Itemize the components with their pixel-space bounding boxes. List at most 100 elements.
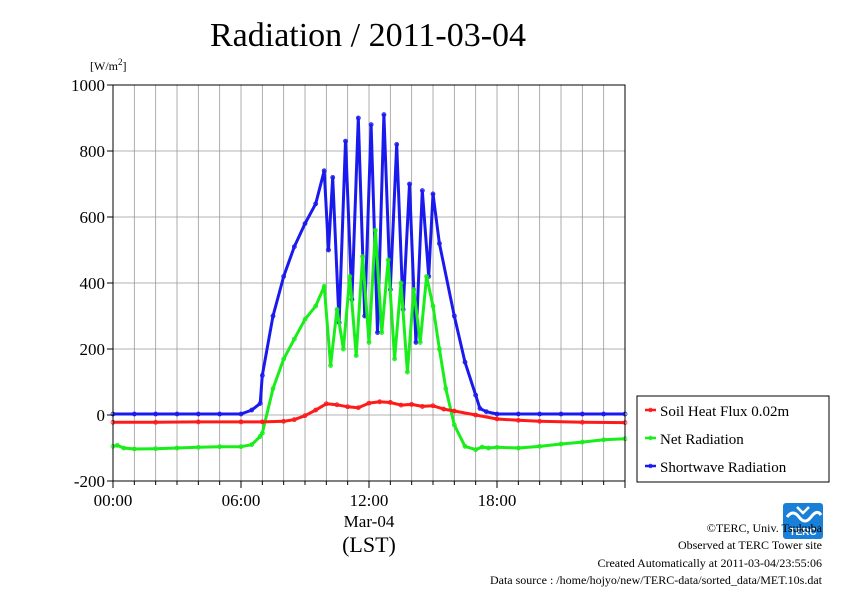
data-point-net-radiation [462, 443, 468, 449]
data-point-net-radiation [347, 273, 353, 279]
data-point-net-radiation [360, 254, 366, 260]
footer-copyright: ©TERC, Univ. Tsukuba [706, 521, 822, 535]
data-point-net-radiation [340, 346, 346, 352]
logo-wave-icon [785, 510, 823, 523]
data-point-shortwave-radiation [601, 411, 607, 417]
data-point-shortwave-radiation [195, 411, 201, 417]
data-point-shortwave-radiation [419, 188, 425, 194]
data-point-shortwave-radiation [281, 273, 287, 279]
data-point-soil-heat-flux-0-02m [579, 419, 585, 425]
footer-source: Data source : /home/hojyo/new/TERC-data/… [489, 573, 822, 587]
data-point-soil-heat-flux-0-02m [377, 399, 383, 405]
x-tick-label: 18:00 [478, 491, 517, 510]
data-point-net-radiation [321, 283, 327, 289]
data-point-net-radiation [385, 257, 391, 263]
data-point-shortwave-radiation [462, 359, 468, 365]
data-point-shortwave-radiation [515, 411, 521, 417]
legend-label: Soil Heat Flux 0.02m [660, 404, 790, 420]
data-point-net-radiation [249, 442, 255, 448]
data-point-soil-heat-flux-0-02m [355, 405, 361, 411]
data-point-net-radiation [334, 306, 340, 312]
data-point-net-radiation [537, 443, 543, 449]
data-point-net-radiation [479, 444, 485, 450]
legend: Soil Heat Flux 0.02m Net Radiation Shortwa… [636, 395, 830, 483]
data-point-soil-heat-flux-0-02m [195, 419, 201, 425]
data-point-net-radiation [392, 356, 398, 362]
data-point-soil-heat-flux-0-02m [238, 419, 244, 425]
data-point-soil-heat-flux-0-02m [430, 403, 436, 409]
data-point-net-radiation [353, 353, 359, 359]
data-point-net-radiation [494, 444, 500, 450]
data-point-net-radiation [328, 363, 334, 368]
data-point-shortwave-radiation [477, 405, 483, 411]
legend-marker [648, 435, 653, 441]
series-line-soil-heat-flux-0-02m [113, 400, 626, 425]
data-point-shortwave-radiation [473, 392, 479, 398]
data-point-net-radiation [257, 434, 263, 439]
data-point-net-radiation [313, 303, 319, 309]
legend-marker [648, 463, 653, 469]
data-point-shortwave-radiation [270, 313, 276, 319]
data-point-shortwave-radiation [257, 401, 263, 406]
data-point-net-radiation [238, 444, 244, 450]
data-point-net-radiation [443, 386, 449, 392]
x-tick-label: 12:00 [350, 491, 389, 510]
legend-marker [648, 407, 653, 413]
x-tick-label: 00:00 [94, 491, 133, 510]
data-point-shortwave-radiation [291, 244, 297, 250]
data-point-soil-heat-flux-0-02m [398, 402, 404, 408]
data-point-shortwave-radiation [537, 411, 543, 417]
data-point-net-radiation [417, 339, 423, 345]
data-point-net-radiation [515, 445, 521, 451]
data-point-shortwave-radiation [238, 411, 244, 417]
data-point-shortwave-radiation [579, 411, 585, 417]
data-point-shortwave-radiation [430, 191, 436, 197]
data-point-shortwave-radiation [558, 411, 564, 417]
data-point-net-radiation [259, 430, 265, 436]
data-point-net-radiation [291, 336, 297, 342]
data-point-soil-heat-flux-0-02m [473, 412, 479, 418]
data-point-net-radiation [121, 445, 127, 451]
data-point-net-radiation [114, 442, 120, 448]
data-point-soil-heat-flux-0-02m [153, 419, 159, 425]
data-point-net-radiation [404, 369, 410, 375]
data-point-net-radiation [451, 422, 457, 428]
y-tick-label: 1000 [71, 76, 105, 95]
y-tick-label: 0 [97, 406, 106, 425]
data-point-soil-heat-flux-0-02m [515, 417, 521, 423]
data-point-shortwave-radiation [407, 181, 412, 187]
data-point-soil-heat-flux-0-02m [387, 400, 393, 405]
legend-label: Shortwave Radiation [660, 460, 787, 476]
data-point-soil-heat-flux-0-02m [259, 419, 265, 425]
data-point-net-radiation [270, 386, 276, 392]
data-point-net-radiation [411, 287, 417, 293]
y-tick-label: 800 [80, 142, 106, 161]
data-point-shortwave-radiation [321, 168, 327, 174]
data-point-shortwave-radiation [483, 409, 489, 415]
data-point-soil-heat-flux-0-02m [323, 401, 329, 407]
y-tick-label: -200 [74, 472, 105, 491]
data-point-shortwave-radiation [313, 201, 319, 207]
footer-observed: Observed at TERC Tower site [677, 538, 822, 552]
data-point-soil-heat-flux-0-02m [313, 407, 319, 413]
data-point-soil-heat-flux-0-02m [334, 402, 340, 408]
data-point-net-radiation [398, 280, 404, 286]
data-point-net-radiation [131, 446, 137, 452]
data-point-soil-heat-flux-0-02m [291, 417, 297, 423]
data-point-soil-heat-flux-0-02m [366, 400, 372, 406]
data-point-shortwave-radiation [355, 115, 361, 121]
data-point-soil-heat-flux-0-02m [441, 406, 447, 412]
series-line-net-radiation [112, 228, 626, 452]
data-point-shortwave-radiation [302, 221, 308, 227]
data-point-shortwave-radiation [249, 407, 255, 413]
y-axis-unit-label: [W/m2] [90, 57, 127, 73]
data-point-soil-heat-flux-0-02m [302, 413, 308, 419]
data-point-shortwave-radiation [131, 411, 137, 417]
data-point-net-radiation [558, 441, 564, 447]
data-point-net-radiation [217, 444, 223, 450]
data-point-soil-heat-flux-0-02m [537, 418, 543, 424]
data-point-net-radiation [430, 303, 436, 309]
legend-box [636, 395, 830, 483]
terc-logo: TERC [783, 503, 823, 539]
data-point-shortwave-radiation [259, 372, 265, 378]
